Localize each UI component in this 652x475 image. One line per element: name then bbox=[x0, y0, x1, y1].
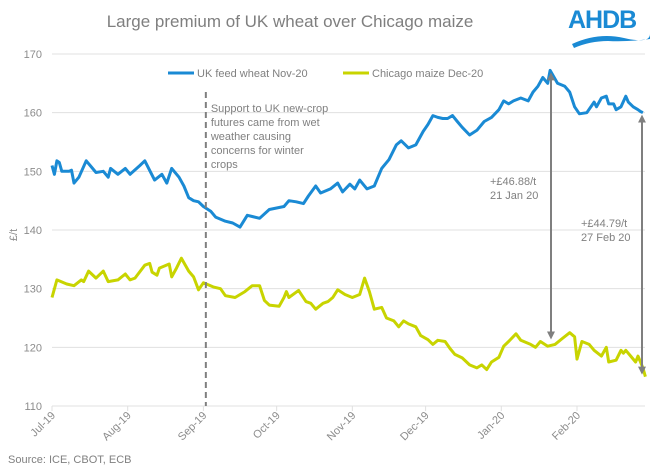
premium-label: 27 Feb 20 bbox=[581, 232, 631, 244]
y-tick-label: 150 bbox=[24, 166, 42, 178]
legend-label: UK feed wheat Nov-20 bbox=[197, 68, 308, 80]
x-axis: Jul-19 Aug-19 Sep-19 Oct-19 Nov-19 Dec-19 Jan-… bbox=[28, 406, 583, 443]
y-tick-label: 160 bbox=[24, 108, 42, 120]
premium-label: 21 Jan 20 bbox=[490, 190, 538, 202]
annotation-text: futures came from wet bbox=[211, 117, 320, 129]
x-tick-label: Jan-20 bbox=[475, 410, 507, 442]
x-tick-label: Oct-19 bbox=[251, 410, 283, 442]
x-tick-label: Aug-19 bbox=[100, 410, 134, 444]
grid-lines bbox=[52, 53, 645, 407]
logo-text: AHDB bbox=[568, 6, 637, 34]
annotation-text: concerns for winter bbox=[211, 145, 304, 157]
x-tick-label: Nov-19 bbox=[325, 410, 359, 444]
source-note: Source: ICE, CBOT, ECB bbox=[8, 454, 132, 466]
series-line-uk-feed-wheat bbox=[50, 68, 644, 229]
annotation-text: crops bbox=[211, 159, 238, 171]
premium-label: +£44.79/t bbox=[581, 218, 627, 230]
x-tick-label: Dec-19 bbox=[398, 410, 432, 444]
x-tick-label: Feb-20 bbox=[550, 410, 583, 443]
ahdb-logo: AHDB bbox=[568, 6, 650, 50]
y-tick-label: 170 bbox=[24, 49, 42, 61]
series-group bbox=[50, 68, 647, 378]
y-tick-label: 120 bbox=[24, 342, 42, 354]
y-axis: 110 120 130 140 150 160 170 bbox=[24, 49, 42, 413]
logo-wave-icon bbox=[572, 34, 650, 48]
y-axis-label: £/t bbox=[8, 229, 20, 241]
y-tick-label: 110 bbox=[24, 401, 42, 413]
x-tick-label: Sep-19 bbox=[176, 410, 210, 444]
y-tick-label: 140 bbox=[24, 225, 42, 237]
y-tick-label: 130 bbox=[24, 284, 42, 296]
premium-label: +£46.88/t bbox=[490, 176, 536, 188]
annotations: Support to UK new-crop futures came from … bbox=[204, 72, 646, 406]
x-tick-label: Jul-19 bbox=[28, 410, 58, 440]
chart-title: Large premium of UK wheat over Chicago m… bbox=[106, 12, 474, 31]
annotation-text: Support to UK new-crop bbox=[211, 103, 328, 115]
annotation-text: weather causing bbox=[210, 131, 291, 143]
legend-label: Chicago maize Dec-20 bbox=[372, 68, 483, 80]
series-line-chicago-maize bbox=[50, 256, 647, 378]
legend: UK feed wheat Nov-20 Chicago maize Dec-20 bbox=[168, 68, 483, 80]
